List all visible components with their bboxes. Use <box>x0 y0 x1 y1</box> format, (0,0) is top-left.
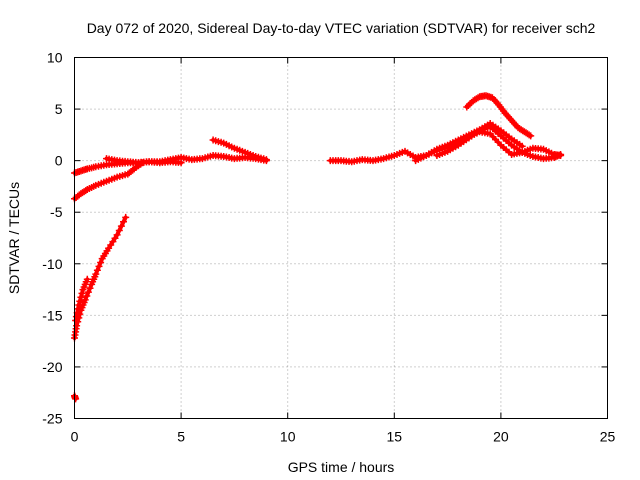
data-point <box>77 293 85 301</box>
data-point <box>527 132 535 140</box>
data-point <box>75 301 83 309</box>
y-tick-label: 10 <box>47 50 63 66</box>
tick-layer <box>74 57 608 419</box>
x-tick-label: 25 <box>600 429 616 445</box>
data-point <box>92 270 100 278</box>
series-track-f <box>72 275 91 324</box>
x-tick-label: 0 <box>71 429 79 445</box>
x-tick-label: 10 <box>280 429 296 445</box>
grid-layer <box>74 57 608 419</box>
data-point <box>78 289 86 297</box>
series-track-i <box>433 123 565 163</box>
data-point <box>120 218 127 226</box>
x-axis-label: GPS time / hours <box>288 459 395 475</box>
data-point <box>177 159 185 167</box>
series-track-g <box>71 392 80 403</box>
y-tick-label: -15 <box>42 307 62 323</box>
data-point <box>81 296 89 304</box>
tick-label-layer: 0 5 10 15 20 25 -25 -20 -15 -10 -5 0 5 10 <box>42 50 615 445</box>
chart-title: Day 072 of 2020, Sidereal Day-to-day VTE… <box>87 20 596 36</box>
data-point <box>518 142 526 150</box>
y-tick-label: -5 <box>50 204 63 220</box>
y-tick-label: 5 <box>55 101 63 117</box>
data-point <box>262 156 270 164</box>
x-tick-label: 15 <box>387 429 403 445</box>
data-point <box>72 317 80 324</box>
series-track-c <box>103 155 185 167</box>
data-point <box>76 297 84 305</box>
y-tick-label: -10 <box>42 256 62 272</box>
series-track-k <box>412 120 526 165</box>
series-track-j <box>463 92 535 140</box>
data-point <box>122 213 130 221</box>
data-point <box>83 275 91 283</box>
data-point <box>74 305 82 313</box>
y-tick-label: -20 <box>42 359 62 375</box>
data-point <box>117 222 125 230</box>
data-layer <box>71 92 565 403</box>
series-track-d <box>209 136 270 164</box>
data-point <box>86 284 94 292</box>
y-axis-label: SDTVAR / TECUs <box>6 182 22 294</box>
data-point <box>113 231 121 239</box>
data-point <box>115 227 123 234</box>
data-point <box>95 262 103 270</box>
series-track-e <box>71 213 130 342</box>
data-point <box>83 292 91 300</box>
y-tick-label: 0 <box>55 153 63 169</box>
y-tick-label: -25 <box>42 411 62 427</box>
data-point <box>84 288 92 296</box>
x-tick-label: 5 <box>177 429 185 445</box>
data-point <box>93 266 101 274</box>
plot-frame <box>74 57 608 419</box>
data-point <box>72 395 80 403</box>
data-point <box>557 151 565 158</box>
data-point <box>97 259 105 266</box>
x-tick-label: 20 <box>493 429 509 445</box>
